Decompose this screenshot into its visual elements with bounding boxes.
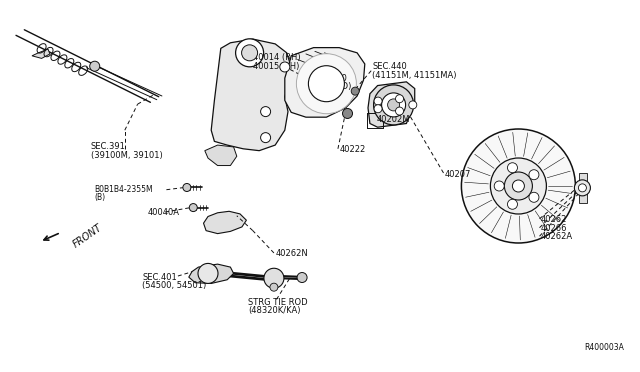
- Circle shape: [513, 180, 524, 192]
- Text: 40015 (LH): 40015 (LH): [253, 62, 299, 71]
- Polygon shape: [205, 145, 237, 166]
- Polygon shape: [204, 211, 246, 234]
- Circle shape: [351, 87, 359, 95]
- Circle shape: [409, 101, 417, 109]
- Text: B0B1B4-2355M: B0B1B4-2355M: [95, 185, 154, 194]
- Circle shape: [374, 85, 413, 125]
- Polygon shape: [32, 49, 50, 58]
- Circle shape: [490, 158, 547, 214]
- Circle shape: [296, 54, 356, 114]
- Text: (39100M, 39101): (39100M, 39101): [91, 151, 163, 160]
- Text: FRONT: FRONT: [71, 222, 104, 250]
- Bar: [579, 173, 588, 203]
- Circle shape: [508, 163, 518, 173]
- Polygon shape: [285, 48, 365, 117]
- Text: (41151M, 41151MA): (41151M, 41151MA): [372, 71, 457, 80]
- Text: 40262A: 40262A: [541, 232, 573, 241]
- Text: (B): (B): [95, 193, 106, 202]
- Circle shape: [529, 192, 539, 202]
- Circle shape: [529, 170, 539, 180]
- Circle shape: [396, 107, 404, 115]
- Circle shape: [574, 180, 590, 196]
- Circle shape: [270, 283, 278, 291]
- Circle shape: [260, 133, 271, 142]
- Text: 40014 (RH): 40014 (RH): [253, 53, 300, 62]
- Text: 40266: 40266: [541, 224, 567, 232]
- Polygon shape: [368, 82, 415, 127]
- Text: 40262N: 40262N: [275, 249, 308, 258]
- Circle shape: [280, 62, 290, 72]
- Text: STRG TIE ROD: STRG TIE ROD: [248, 298, 308, 307]
- Text: SEC.440: SEC.440: [372, 62, 407, 71]
- Text: (48320K/KA): (48320K/KA): [248, 306, 301, 315]
- Text: SEC.401: SEC.401: [142, 273, 177, 282]
- Circle shape: [374, 105, 382, 113]
- Text: 40207: 40207: [445, 170, 471, 179]
- Text: 40262: 40262: [541, 215, 567, 224]
- Circle shape: [374, 97, 382, 105]
- Circle shape: [264, 268, 284, 288]
- Text: (46010D): (46010D): [312, 82, 352, 91]
- Circle shape: [461, 129, 575, 243]
- Circle shape: [504, 172, 532, 200]
- Circle shape: [508, 199, 518, 209]
- Circle shape: [342, 109, 353, 118]
- Text: 40040A: 40040A: [147, 208, 179, 217]
- Text: SEC.480: SEC.480: [312, 74, 347, 83]
- Circle shape: [579, 184, 586, 192]
- Circle shape: [242, 45, 258, 61]
- Circle shape: [494, 181, 504, 191]
- Polygon shape: [211, 39, 291, 151]
- Circle shape: [260, 107, 271, 116]
- Circle shape: [183, 183, 191, 192]
- Circle shape: [236, 39, 264, 67]
- Text: 40202M: 40202M: [376, 115, 410, 124]
- Circle shape: [90, 61, 100, 71]
- Polygon shape: [189, 264, 234, 283]
- Circle shape: [381, 93, 406, 117]
- Circle shape: [308, 66, 344, 102]
- Text: R400003A: R400003A: [584, 343, 624, 352]
- Circle shape: [189, 203, 197, 212]
- Text: SEC.391: SEC.391: [91, 142, 125, 151]
- Circle shape: [396, 95, 404, 103]
- Circle shape: [388, 99, 399, 111]
- Text: (54500, 54501): (54500, 54501): [142, 281, 206, 290]
- Circle shape: [297, 273, 307, 282]
- Circle shape: [198, 263, 218, 283]
- Text: 40222: 40222: [339, 145, 365, 154]
